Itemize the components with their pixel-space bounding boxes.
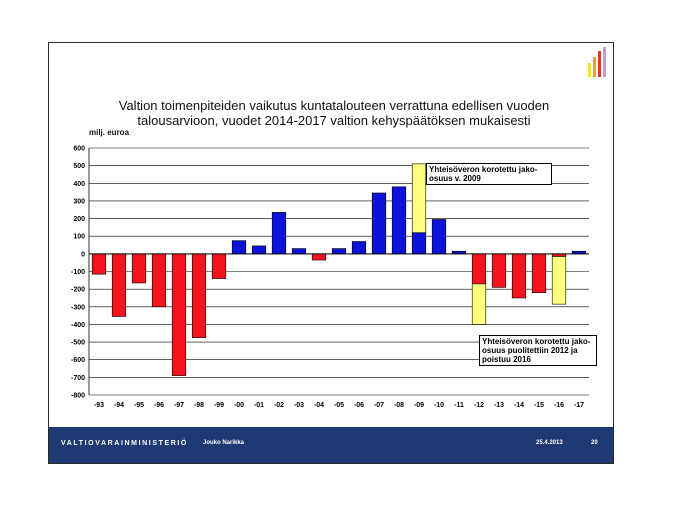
y-axis-label: milj. euroa	[89, 128, 130, 137]
chart-title: Valtion toimenpiteiden vaikutus kuntatal…	[118, 98, 550, 128]
author-name: Jouko Narikka	[203, 440, 245, 446]
bar	[431, 219, 447, 255]
y-tick-label: -400	[71, 322, 85, 329]
y-tick-label: 500	[73, 163, 85, 170]
y-tick-label: -500	[71, 340, 85, 347]
bar	[351, 241, 367, 255]
bar	[371, 192, 387, 255]
y-tick-label: -300	[71, 304, 85, 311]
x-tick-label: -16	[554, 402, 564, 409]
y-tick-label: -200	[71, 287, 85, 294]
bar	[311, 253, 327, 261]
x-tick-label: -06	[354, 402, 364, 409]
bar	[111, 253, 127, 317]
logo-icon	[588, 47, 606, 77]
bar	[231, 240, 247, 255]
x-tick-label: -03	[294, 402, 304, 409]
y-tick-label: -600	[71, 357, 85, 364]
y-tick-label: 400	[73, 181, 85, 188]
bar	[171, 253, 187, 376]
slide: Valtion toimenpiteiden vaikutus kuntatal…	[48, 42, 614, 464]
logo-bar	[603, 47, 606, 77]
bar	[251, 245, 267, 255]
bar-extra	[551, 256, 567, 305]
x-tick-label: -14	[514, 402, 524, 409]
x-tick-label: -09	[414, 402, 424, 409]
x-tick-label: -02	[274, 402, 284, 409]
y-tick-label: -800	[71, 393, 85, 400]
logo-bar	[598, 51, 601, 77]
bar	[411, 232, 427, 255]
bar	[511, 253, 527, 299]
x-tick-label: -96	[154, 402, 164, 409]
bar	[291, 248, 307, 255]
x-tick-label: -05	[334, 402, 344, 409]
x-tick-label: -13	[494, 402, 504, 409]
y-tick-label: 100	[73, 234, 85, 241]
x-tick-label: -01	[254, 402, 264, 409]
x-tick-label: -00	[234, 402, 244, 409]
x-tick-label: -11	[454, 402, 464, 409]
x-tick-label: -12	[474, 402, 484, 409]
x-tick-label: -94	[114, 402, 124, 409]
annotation-2016: Yhteisöveron korotettu jako-osuus puolit…	[479, 335, 597, 366]
bar	[151, 253, 167, 308]
x-tick-label: -98	[194, 402, 204, 409]
bar	[491, 253, 507, 288]
y-tick-label: 200	[73, 216, 85, 223]
slide-date: 25.4.2013	[536, 440, 563, 446]
bar	[131, 253, 147, 284]
bar	[211, 253, 227, 279]
y-tick-label: 300	[73, 198, 85, 205]
y-tick-label: -700	[71, 375, 85, 382]
x-tick-label: -97	[174, 402, 184, 409]
bar	[331, 248, 347, 255]
annotation-2009: Yhteisöveron korotettu jako-osuus v. 200…	[426, 163, 552, 185]
bar	[471, 253, 487, 285]
ministry-name: VALTIOVARAINMINISTERIÖ	[61, 440, 188, 447]
bar	[91, 253, 107, 275]
x-tick-label: -15	[534, 402, 544, 409]
page-number: 20	[591, 440, 598, 446]
x-tick-label: -99	[214, 402, 224, 409]
x-tick-label: -93	[94, 402, 104, 409]
bar	[531, 253, 547, 293]
x-tick-label: -08	[394, 402, 404, 409]
bar-chart: 600 500 400 300 200 100 0 -100 -200 -300 -400 -500 -…	[71, 146, 589, 409]
bar	[271, 212, 287, 255]
bar	[391, 186, 407, 255]
y-tick-label: -100	[71, 269, 85, 276]
y-tick-label: 600	[73, 146, 85, 153]
logo-bar	[588, 63, 591, 77]
x-tick-label: -10	[434, 402, 444, 409]
x-tick-label: -07	[374, 402, 384, 409]
bar	[191, 253, 207, 338]
y-tick-label: 0	[81, 251, 85, 258]
footer: VALTIOVARAINMINISTERIÖ Jouko Narikka 25.…	[49, 427, 613, 463]
x-tick-label: -95	[134, 402, 144, 409]
x-tick-label: -04	[314, 402, 324, 409]
bar-extra	[411, 163, 427, 233]
bar-extra	[471, 283, 487, 325]
x-tick-label: -17	[574, 402, 584, 409]
logo-bar	[593, 57, 596, 77]
